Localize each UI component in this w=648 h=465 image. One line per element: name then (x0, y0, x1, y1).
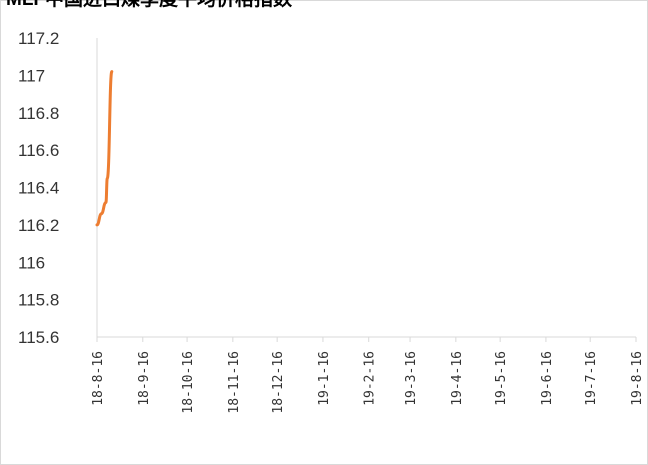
x-axis: 18-8-16 18-9-16 18-10-16 18-11-16 18-12-16 19… (91, 336, 645, 414)
y-tick-label: 115.6 (18, 328, 59, 347)
x-tick-label: 19-4-16 (450, 351, 465, 406)
x-tick-label: 18-8-16 (91, 351, 106, 406)
x-tick-label: 19-7-16 (584, 351, 599, 406)
y-tick-label: 116 (18, 253, 45, 272)
x-tick-label: 18-11-16 (227, 351, 242, 414)
series-line (95, 70, 114, 227)
series-layer (95, 70, 114, 227)
x-tick-label: 19-2-16 (363, 351, 378, 406)
y-tick-label: 115.8 (18, 291, 59, 310)
x-tick-label: 18-10-16 (181, 351, 196, 414)
y-tick-label: 117 (18, 66, 45, 85)
y-tick-label: 116.2 (18, 216, 59, 235)
y-tick-label: 116.8 (18, 104, 59, 123)
y-tick-label: 116.6 (18, 141, 59, 160)
y-axis: 117.2 117 116.8 116.6 116.4 116.2 116 115.8 115.… (18, 29, 98, 347)
chart-title: MLF中国进口煤季度平均价格指数 (6, 0, 292, 9)
x-tick-label: 18-9-16 (137, 351, 152, 406)
y-tick-label: 116.4 (18, 179, 59, 198)
x-tick-label: 18-12-16 (271, 351, 286, 414)
x-tick-label: 19-3-16 (404, 351, 419, 406)
x-tick-label: 19-6-16 (540, 351, 555, 406)
x-tick-label: 19-1-16 (317, 351, 332, 406)
y-tick-label: 117.2 (18, 29, 59, 48)
x-tick-label: 19-5-16 (494, 351, 509, 406)
x-tick-label: 19-8-16 (630, 351, 645, 406)
